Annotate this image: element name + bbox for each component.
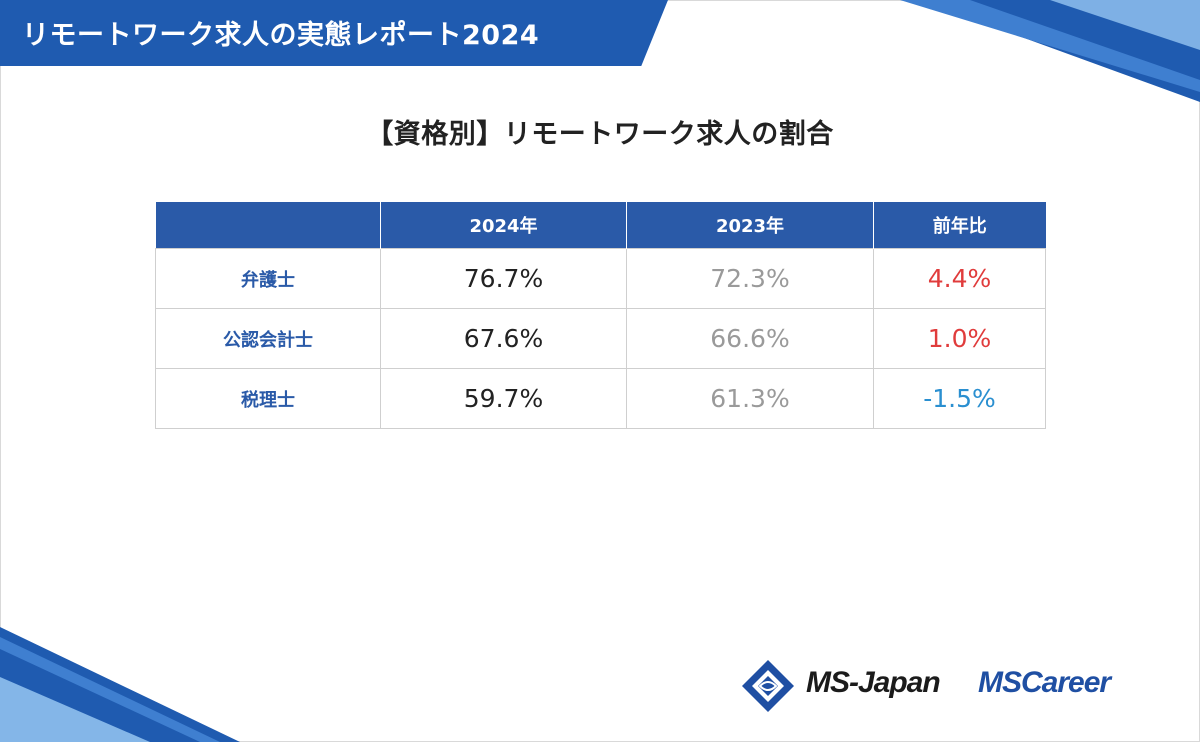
value-2023: 72.3% bbox=[626, 248, 874, 309]
ms-career-logo-text: MSCareer bbox=[978, 666, 1111, 699]
value-2024: 59.7% bbox=[380, 368, 627, 429]
value-yoy: 1.0% bbox=[873, 308, 1046, 369]
row-label: 税理士 bbox=[155, 368, 381, 429]
column-header-2024: 2024年 bbox=[380, 202, 627, 249]
footer-logos: MS-Japan MSCareer bbox=[740, 654, 1160, 714]
column-header-empty bbox=[155, 202, 381, 249]
value-yoy: -1.5% bbox=[873, 368, 1046, 429]
table-row: 公認会計士 67.6% 66.6% 1.0% bbox=[155, 308, 1046, 369]
decorative-stripes-top-right bbox=[900, 0, 1200, 102]
row-label: 公認会計士 bbox=[155, 308, 381, 369]
value-yoy: 4.4% bbox=[873, 248, 1046, 309]
row-label: 弁護士 bbox=[155, 248, 381, 309]
value-2023: 66.6% bbox=[626, 308, 874, 369]
header-banner bbox=[0, 0, 668, 66]
value-2023: 61.3% bbox=[626, 368, 874, 429]
remote-work-ratio-table: 2024年 2023年 前年比 弁護士 76.7% 72.3% 4.4% 公認会… bbox=[155, 202, 1046, 429]
column-header-yoy: 前年比 bbox=[873, 202, 1046, 249]
ms-japan-logo-mark-icon bbox=[742, 660, 794, 712]
table-row: 税理士 59.7% 61.3% -1.5% bbox=[155, 368, 1046, 429]
column-header-2023: 2023年 bbox=[626, 202, 874, 249]
report-title: リモートワーク求人の実態レポート2024 bbox=[22, 20, 540, 51]
ms-japan-logo-text: MS-Japan bbox=[806, 666, 941, 699]
section-title: 【資格別】リモートワーク求人の割合 bbox=[366, 119, 834, 150]
table-header-row: 2024年 2023年 前年比 bbox=[155, 202, 1046, 249]
value-2024: 76.7% bbox=[380, 248, 627, 309]
value-2024: 67.6% bbox=[380, 308, 627, 369]
decorative-stripes-bottom-left bbox=[0, 627, 240, 742]
table-row: 弁護士 76.7% 72.3% 4.4% bbox=[155, 248, 1046, 309]
